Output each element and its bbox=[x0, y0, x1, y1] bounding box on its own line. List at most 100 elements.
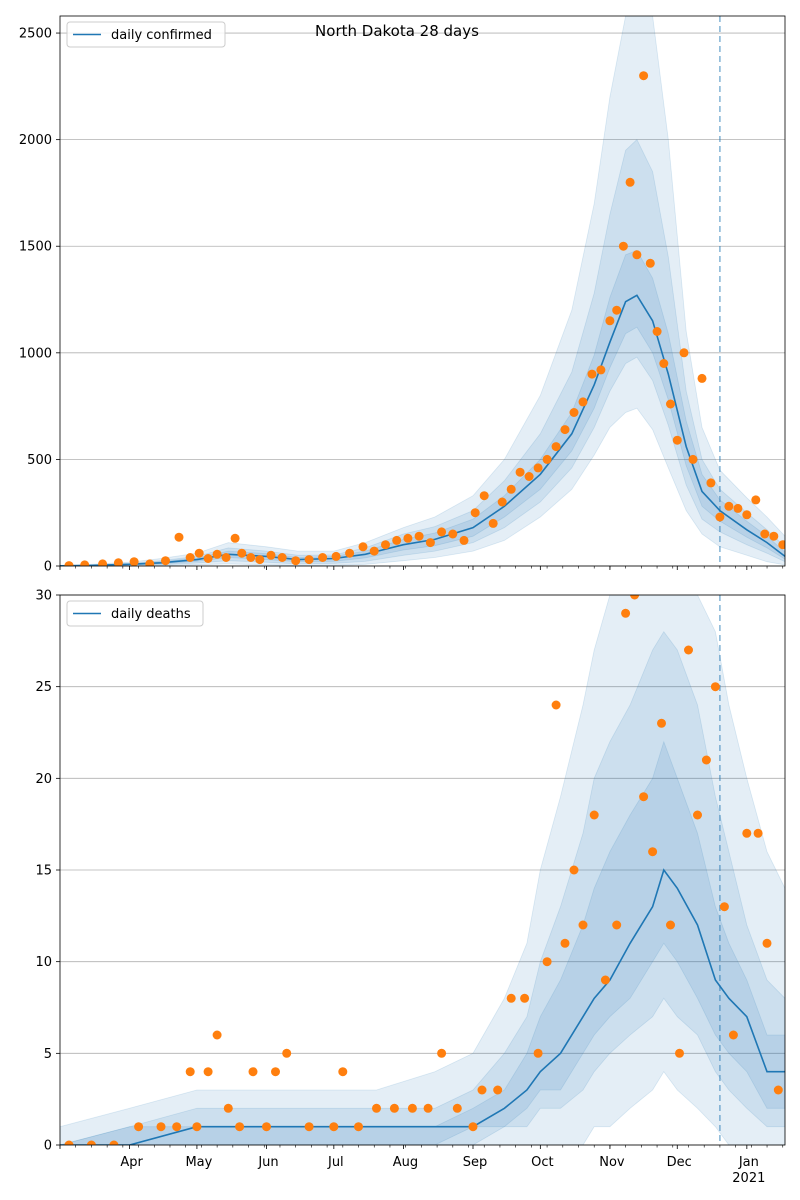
observed-point bbox=[612, 305, 622, 315]
observed-point bbox=[212, 1030, 222, 1040]
observed-point bbox=[203, 554, 213, 563]
observed-point bbox=[271, 1067, 280, 1077]
observed-point bbox=[64, 1140, 74, 1145]
observed-point bbox=[477, 1085, 487, 1095]
observed-point bbox=[652, 327, 662, 336]
observed-point bbox=[542, 957, 552, 967]
y-tick-label: 25 bbox=[35, 680, 52, 695]
observed-point bbox=[248, 1067, 258, 1077]
observed-point bbox=[560, 938, 570, 948]
x-tick-label: Apr bbox=[120, 1155, 143, 1170]
observed-point bbox=[701, 755, 711, 765]
observed-point bbox=[542, 454, 552, 464]
observed-point bbox=[666, 399, 675, 409]
observed-point bbox=[719, 902, 729, 912]
observed-point bbox=[185, 553, 195, 562]
y-tick-label: 5 bbox=[44, 1047, 52, 1062]
observed-point bbox=[605, 316, 615, 326]
observed-point bbox=[255, 555, 265, 565]
observed-point bbox=[672, 435, 682, 445]
observed-point bbox=[262, 1122, 271, 1132]
observed-point bbox=[372, 1103, 381, 1113]
observed-point bbox=[459, 535, 469, 545]
observed-point bbox=[706, 478, 716, 488]
observed-point bbox=[291, 556, 301, 566]
y-tick-label: 10 bbox=[35, 955, 52, 970]
y-tick-label: 15 bbox=[35, 864, 52, 879]
observed-point bbox=[742, 828, 752, 838]
observed-point bbox=[506, 484, 516, 494]
x-tick-label: May bbox=[185, 1155, 212, 1170]
observed-point bbox=[645, 258, 655, 268]
observed-point bbox=[192, 1122, 202, 1132]
observed-point bbox=[479, 491, 489, 501]
observed-point bbox=[338, 1067, 348, 1077]
observed-point bbox=[569, 865, 579, 875]
observed-point bbox=[524, 472, 534, 481]
observed-point bbox=[212, 549, 222, 559]
observed-point bbox=[277, 553, 287, 562]
observed-point bbox=[666, 920, 675, 930]
observed-point bbox=[659, 359, 669, 368]
observed-point bbox=[533, 463, 543, 473]
x-tick-label: Jan bbox=[738, 1155, 759, 1170]
observed-point bbox=[612, 920, 622, 930]
y-tick-label: 1500 bbox=[19, 240, 52, 255]
y-tick-label: 20 bbox=[35, 772, 52, 787]
observed-point bbox=[578, 397, 588, 407]
observed-point bbox=[520, 993, 530, 1003]
axes-frame bbox=[59, 594, 786, 1146]
observed-point bbox=[551, 442, 561, 452]
band-outer bbox=[60, 595, 785, 1145]
band-middle bbox=[60, 630, 785, 1145]
observed-point bbox=[174, 532, 184, 542]
observed-point bbox=[156, 1122, 166, 1132]
observed-point bbox=[488, 518, 498, 528]
observed-point bbox=[345, 548, 355, 558]
observed-point bbox=[728, 1030, 738, 1040]
observed-point bbox=[64, 561, 74, 566]
observed-point bbox=[452, 1103, 462, 1113]
axes-frame bbox=[59, 15, 786, 567]
observed-point bbox=[113, 558, 123, 566]
legend: daily confirmed bbox=[66, 21, 226, 48]
plot-area bbox=[60, 595, 785, 1145]
y-tick-label: 500 bbox=[27, 453, 52, 468]
observed-point bbox=[751, 495, 761, 505]
observed-point bbox=[533, 1048, 543, 1058]
observed-point bbox=[657, 718, 666, 728]
observed-point bbox=[80, 560, 90, 566]
observed-point bbox=[684, 645, 693, 655]
x-tick-label: Nov bbox=[599, 1155, 625, 1170]
observed-point bbox=[358, 542, 368, 552]
legend-box bbox=[66, 600, 204, 627]
observed-point bbox=[194, 548, 204, 558]
observed-point bbox=[679, 348, 689, 358]
x-tick-label: Aug bbox=[393, 1155, 418, 1170]
observed-point bbox=[161, 556, 170, 566]
x-tick-label: Oct bbox=[531, 1155, 553, 1170]
observed-point bbox=[172, 1122, 182, 1132]
x-tick-label: Dec bbox=[667, 1155, 692, 1170]
observed-point bbox=[760, 529, 770, 539]
observed-point bbox=[778, 540, 785, 550]
observed-point bbox=[506, 993, 516, 1003]
model-line bbox=[60, 294, 785, 566]
observed-point bbox=[282, 1048, 292, 1058]
legend-label: daily confirmed bbox=[111, 28, 212, 43]
observed-point bbox=[223, 1103, 233, 1113]
observed-point bbox=[560, 425, 570, 435]
x-tick-label: Sep bbox=[463, 1155, 488, 1170]
band-outer bbox=[60, 16, 785, 566]
observed-point bbox=[625, 177, 635, 187]
x-tick-label: Jun bbox=[257, 1155, 278, 1170]
confirmed-panel: 0 500 1000 1500 2000 2500 daily confirmed bbox=[19, 15, 786, 575]
observed-point bbox=[329, 1122, 339, 1132]
observed-point bbox=[304, 555, 314, 565]
observed-point bbox=[697, 373, 707, 383]
observed-point bbox=[235, 1122, 245, 1132]
observed-point bbox=[587, 369, 597, 379]
band-inner bbox=[60, 740, 785, 1145]
observed-point bbox=[639, 71, 649, 81]
